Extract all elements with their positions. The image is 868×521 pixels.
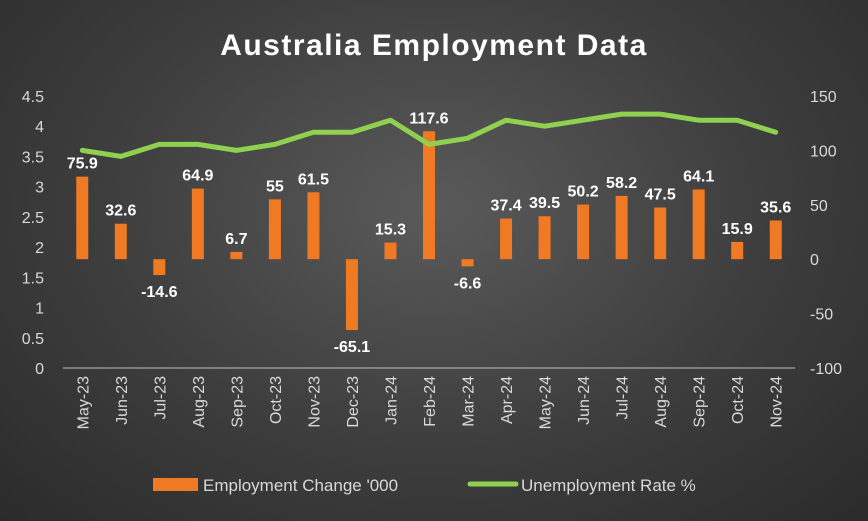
unemployment-rate-line [79,111,779,159]
employment-bar [500,218,513,260]
employment-bar [423,131,435,260]
employment-bar [230,251,243,260]
employment-bar [461,259,474,267]
chart-title: Australia Employment Data [220,29,648,62]
employment-data-label: 55 [266,178,284,195]
legend: Employment Change '000 Unemployment Rate… [153,476,696,495]
employment-bar [769,220,782,260]
right-axis-tick-label: -50 [810,307,833,324]
employment-data-label: 75.9 [67,156,98,173]
employment-bar [384,242,397,260]
left-axis: 0 0.5 1 1.5 2 2.5 3 3.5 4 4.5 [22,89,44,378]
employment-bar [538,216,551,260]
employment-data-label: 6.7 [225,231,247,248]
right-axis-tick-label: 100 [810,143,837,160]
employment-bar [577,204,590,260]
employment-data-label: 58.2 [606,175,637,192]
employment-data-label: -65.1 [334,339,371,356]
right-axis-tick-label: 150 [810,89,837,106]
employment-bar [268,199,281,260]
employment-bar [731,241,744,260]
left-axis-tick-label: 4.5 [22,89,44,106]
left-axis-tick-label: 3 [35,180,44,197]
left-axis-tick-label: 3.5 [22,149,44,166]
bar-series [76,131,782,331]
right-axis: -100 -50 0 50 100 150 [810,89,842,378]
x-axis-tick-label: Jun-24 [576,376,593,425]
x-axis-tick-label: May-23 [75,376,92,429]
employment-data-label: 37.4 [490,198,521,215]
left-axis-tick-label: 2 [35,240,44,257]
employment-bar [76,176,89,260]
employment-bar [654,207,667,260]
x-axis-tick-label: Aug-23 [191,376,208,428]
employment-bar [114,223,127,260]
x-axis-tick-label: May-24 [538,376,555,429]
right-axis-tick-label: -100 [810,361,842,378]
x-axis-tick-label: Mar-24 [461,376,478,427]
employment-data-label: 50.2 [568,184,599,201]
employment-bar [191,188,204,260]
left-axis-tick-label: 0.5 [22,331,44,348]
x-axis-tick-label: Sep-23 [229,376,246,428]
x-axis-tick-label: Oct-23 [268,376,285,424]
employment-data-label: -6.6 [454,275,482,292]
left-axis-tick-label: 0 [35,361,44,378]
x-axis-tick-label: Apr-24 [499,376,516,424]
employment-data-label: 15.9 [722,221,753,238]
x-axis-tick-label: Nov-23 [306,376,323,428]
x-axis-tick-label: Feb-24 [422,376,439,427]
employment-bar [692,189,705,260]
x-axis-tick-label: Dec-23 [345,376,362,428]
x-axis-tick-label: Oct-24 [730,376,747,424]
employment-data-label: 32.6 [105,203,136,220]
legend-swatch-employment [153,478,198,491]
employment-data-label: 64.9 [182,168,213,185]
left-axis-tick-label: 2.5 [22,210,44,227]
employment-bar [615,195,628,260]
employment-data-label: -14.6 [141,284,178,301]
employment-bar [307,192,320,260]
left-axis-tick-label: 1 [35,301,44,318]
employment-data-label: 64.1 [683,168,714,185]
left-axis-tick-label: 4 [35,119,44,136]
employment-data-label: 47.5 [645,187,676,204]
employment-bar [345,259,358,331]
employment-data-label: 15.3 [375,222,406,239]
x-axis-ticks: May-23 Jun-23 Jul-23 Aug-23 Sep-23 Oct-23 Nov-… [75,376,785,429]
x-axis-tick-label: Sep-24 [692,376,709,428]
right-axis-tick-label: 0 [810,252,819,269]
employment-data-label: 39.5 [529,195,560,212]
employment-bar [153,259,166,276]
employment-data-label: 117.6 [409,110,448,127]
employment-data-label: 61.5 [298,171,329,188]
right-axis-tick-label: 50 [810,198,828,215]
legend-label-employment: Employment Change '000 [203,476,398,495]
legend-label-rate: Unemployment Rate % [521,476,696,495]
x-axis-tick-label: Aug-24 [653,376,670,428]
employment-data-label: 35.6 [760,199,791,216]
x-axis-tick-label: Jul-23 [152,376,169,420]
left-axis-tick-label: 1.5 [22,270,44,287]
x-axis-tick-label: Nov-24 [769,376,786,428]
x-axis-tick-label: Jun-23 [114,376,131,425]
bar-data-labels: 75.9 32.6 -14.6 64.9 6.7 55 61.5 -65.1 15.3 117.6… [67,110,792,356]
x-axis-tick-label: Jan-24 [383,376,400,425]
x-axis-tick-label: Jul-24 [615,376,632,420]
